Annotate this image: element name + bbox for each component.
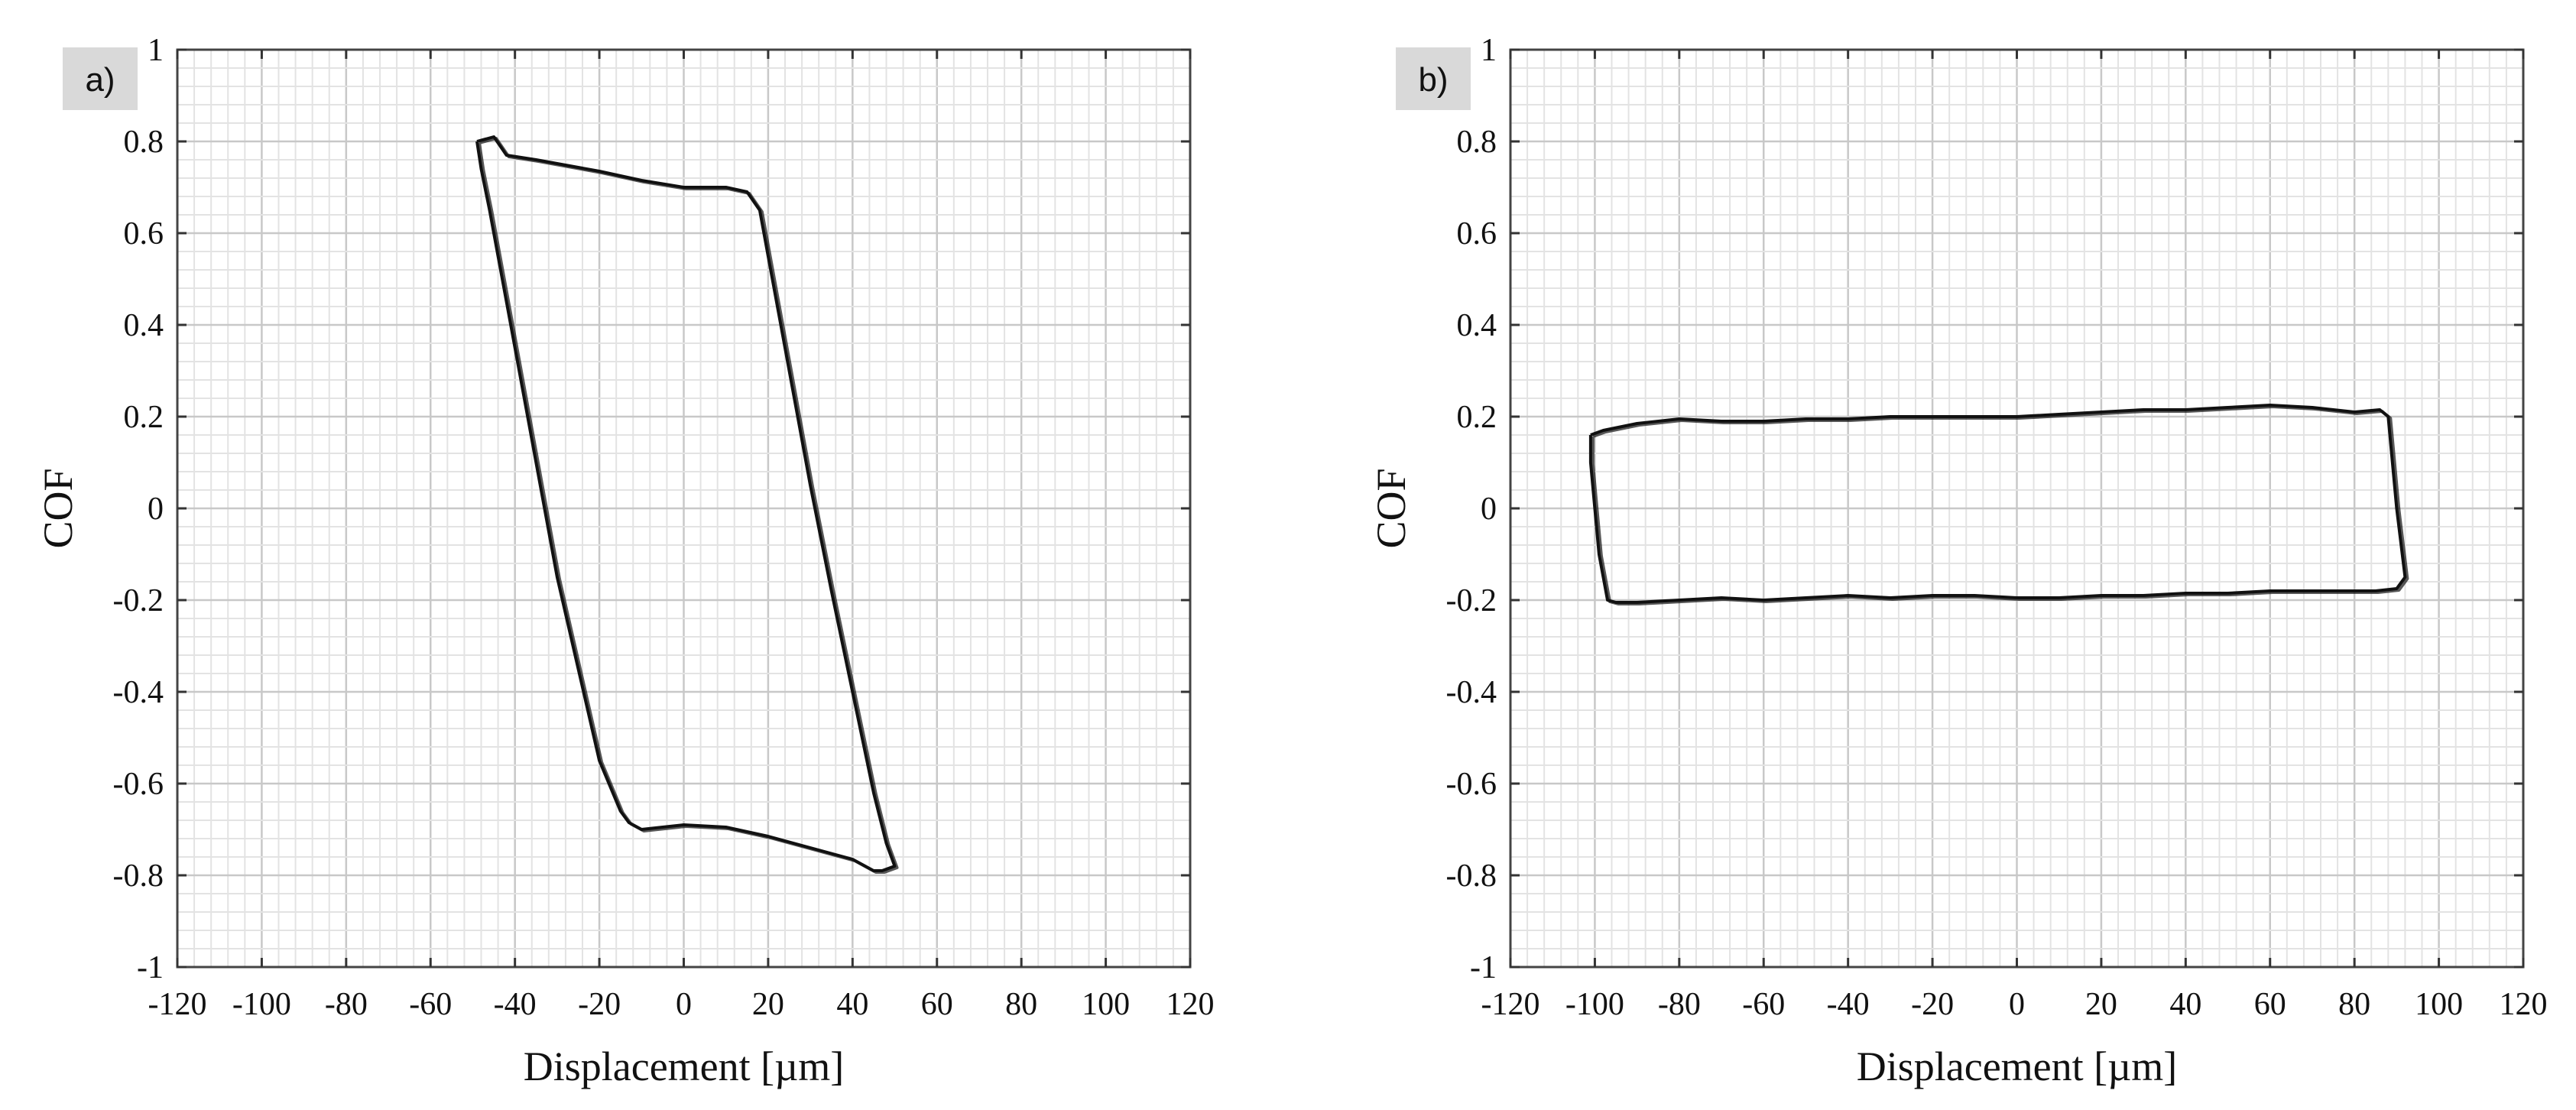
- x-tick-label: 120: [2500, 987, 2548, 1022]
- x-tick-label: -120: [1481, 987, 1540, 1022]
- panel-label: b): [1418, 61, 1448, 99]
- y-tick-label: 0.2: [124, 400, 164, 435]
- y-tick-label: 0.6: [1457, 216, 1497, 252]
- y-tick-label: 0: [148, 492, 164, 527]
- x-tick-label: 0: [676, 987, 692, 1022]
- x-tick-label: -40: [1827, 987, 1870, 1022]
- x-tick-label: -80: [1658, 987, 1701, 1022]
- x-tick-label: -60: [1742, 987, 1785, 1022]
- x-tick-label: -100: [232, 987, 291, 1022]
- y-tick-label: -0.4: [1446, 675, 1497, 710]
- x-tick-label: -60: [409, 987, 452, 1022]
- x-axis-title: Displacement [µm]: [524, 1043, 844, 1089]
- y-tick-label: -0.2: [1446, 583, 1497, 618]
- x-tick-label: -20: [578, 987, 621, 1022]
- panel-label-box: [1396, 47, 1471, 110]
- y-tick-label: -0.4: [113, 675, 164, 710]
- y-tick-label: 0.6: [124, 216, 164, 252]
- x-tick-label: 0: [2009, 987, 2025, 1022]
- y-tick-label: 0.8: [1457, 125, 1497, 160]
- y-axis-title: COF: [1368, 468, 1414, 548]
- y-axis-title: COF: [35, 468, 81, 548]
- x-tick-label: 80: [2338, 987, 2370, 1022]
- y-tick-label: -0.6: [113, 767, 164, 802]
- series-line-repeat: [1591, 405, 2409, 605]
- x-axis-title: Displacement [µm]: [1857, 1043, 2177, 1089]
- panel-b-grid: [1509, 48, 2525, 969]
- x-tick-label: 60: [921, 987, 953, 1022]
- panel-b: -120 -100 -80 -60 -40 -20 0 20 40 60 80 100 120 1 0.8 0…: [1368, 33, 2548, 1089]
- x-tick-label: 120: [1166, 987, 1215, 1022]
- x-tick-label: -80: [325, 987, 368, 1022]
- y-tick-label: -1: [137, 950, 164, 985]
- y-tick-label: -0.8: [113, 858, 164, 894]
- y-tick-label: 0: [1481, 492, 1497, 527]
- x-tick-label: -40: [494, 987, 537, 1022]
- x-tick-label: -20: [1911, 987, 1954, 1022]
- x-tick-label: 20: [752, 987, 784, 1022]
- y-tick-label: 0.8: [124, 125, 164, 160]
- y-tick-label: 0.2: [1457, 400, 1497, 435]
- x-tick-label: 80: [1005, 987, 1037, 1022]
- x-tick-label: 100: [1082, 987, 1130, 1022]
- y-tick-label: -0.2: [113, 583, 164, 618]
- y-tick-label: 1: [148, 33, 164, 68]
- x-tick-label: 20: [2085, 987, 2117, 1022]
- x-tick-label: 40: [2169, 987, 2201, 1022]
- x-tick-label: 100: [2415, 987, 2463, 1022]
- x-tick-label: -100: [1565, 987, 1624, 1022]
- panel-label-box: [63, 47, 138, 110]
- panel-a: -120 -100 -80 -60 -40 -20 0 20 40 60 80 100 120 1 0.8 0…: [35, 33, 1215, 1089]
- x-tick-label: -120: [148, 987, 207, 1022]
- panel-label: a): [85, 61, 115, 99]
- y-tick-label: 1: [1481, 33, 1497, 68]
- x-tick-label: 60: [2254, 987, 2286, 1022]
- series-line: [475, 135, 897, 872]
- x-tick-label: 40: [836, 987, 868, 1022]
- y-tick-label: -1: [1470, 950, 1497, 985]
- y-tick-label: 0.4: [1457, 308, 1497, 343]
- y-tick-label: -0.8: [1446, 858, 1497, 894]
- y-tick-label: -0.6: [1446, 767, 1497, 802]
- y-tick-label: 0.4: [124, 308, 164, 343]
- series-line-repeat: [478, 137, 899, 874]
